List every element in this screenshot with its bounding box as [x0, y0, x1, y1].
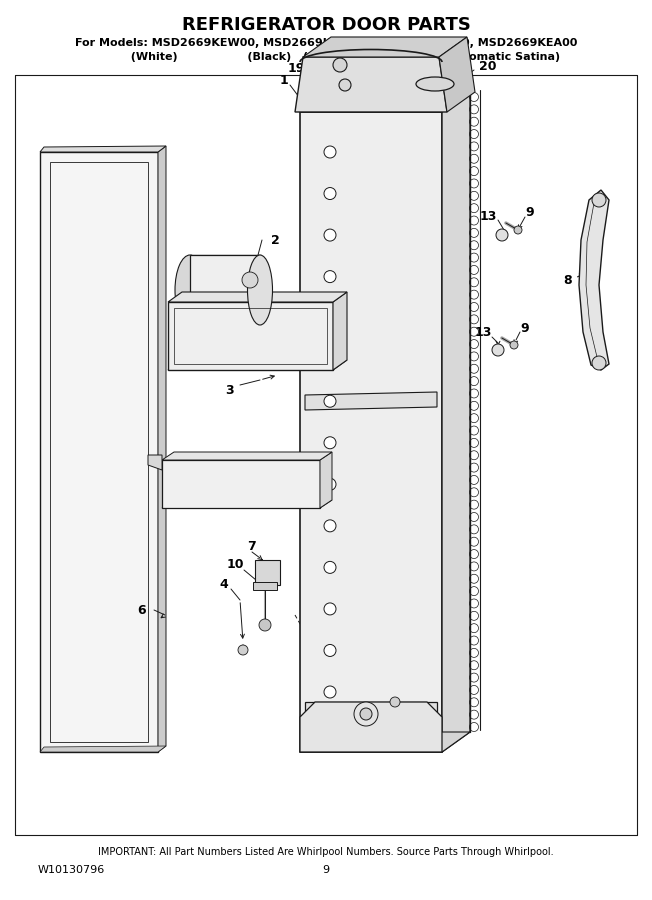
Polygon shape [300, 702, 442, 752]
Polygon shape [320, 452, 332, 508]
Text: 3: 3 [226, 383, 234, 397]
Text: 7: 7 [248, 539, 256, 553]
Polygon shape [190, 255, 260, 325]
Text: 13: 13 [474, 327, 492, 339]
Text: 19: 19 [288, 61, 304, 75]
Polygon shape [168, 292, 347, 302]
Polygon shape [300, 112, 442, 752]
Circle shape [592, 356, 606, 370]
Polygon shape [162, 460, 320, 508]
Circle shape [324, 271, 336, 283]
Polygon shape [168, 302, 333, 370]
Polygon shape [40, 146, 166, 152]
Circle shape [324, 603, 336, 615]
Circle shape [324, 644, 336, 656]
Circle shape [510, 341, 518, 349]
Text: 12: 12 [399, 679, 417, 691]
Circle shape [324, 187, 336, 200]
Circle shape [259, 619, 271, 631]
Polygon shape [253, 582, 277, 590]
Circle shape [592, 193, 606, 207]
Text: 13: 13 [479, 211, 497, 223]
Circle shape [492, 344, 504, 356]
Ellipse shape [416, 77, 454, 91]
Polygon shape [295, 57, 447, 112]
Polygon shape [333, 292, 347, 370]
Text: 9: 9 [521, 321, 529, 335]
Circle shape [324, 395, 336, 407]
Ellipse shape [248, 255, 273, 325]
Polygon shape [40, 746, 166, 752]
Polygon shape [300, 732, 470, 752]
Polygon shape [303, 37, 467, 57]
Circle shape [324, 478, 336, 491]
Circle shape [324, 562, 336, 573]
Circle shape [496, 229, 508, 241]
Text: 8: 8 [564, 274, 572, 286]
Circle shape [324, 230, 336, 241]
Text: 11: 11 [339, 683, 357, 697]
Text: 2: 2 [271, 233, 279, 247]
Text: REFRIGERATOR DOOR PARTS: REFRIGERATOR DOOR PARTS [181, 16, 471, 34]
Polygon shape [300, 92, 470, 112]
Polygon shape [162, 500, 332, 508]
Polygon shape [158, 146, 166, 752]
Text: 6: 6 [138, 604, 146, 617]
Circle shape [324, 354, 336, 365]
Text: 9: 9 [323, 865, 329, 875]
Circle shape [514, 226, 522, 234]
Polygon shape [579, 190, 609, 370]
Text: W10130796: W10130796 [38, 865, 105, 875]
Text: 9: 9 [526, 205, 534, 219]
Polygon shape [148, 455, 162, 470]
Text: IMPORTANT: All Part Numbers Listed Are Whirlpool Numbers. Source Parts Through W: IMPORTANT: All Part Numbers Listed Are W… [98, 847, 554, 857]
Text: 20: 20 [479, 60, 497, 74]
Circle shape [324, 436, 336, 449]
Polygon shape [255, 560, 280, 585]
Ellipse shape [175, 255, 205, 325]
Text: (White)                  (Black)   (Stainless Steel) (Monochromatic Satina): (White) (Black) (Stainless Steel) (Monoc… [92, 52, 560, 62]
Circle shape [333, 58, 347, 72]
Circle shape [324, 686, 336, 698]
Polygon shape [40, 152, 158, 752]
Polygon shape [439, 37, 475, 112]
Circle shape [390, 697, 400, 707]
Polygon shape [305, 392, 437, 410]
Polygon shape [168, 360, 347, 370]
Circle shape [354, 702, 378, 726]
Circle shape [324, 520, 336, 532]
Circle shape [339, 79, 351, 91]
Circle shape [238, 645, 248, 655]
Polygon shape [162, 452, 332, 460]
Text: For Models: MSD2669KEW00, MSD2669KEB00, MSD2669KEY00, MSD2669KEA00: For Models: MSD2669KEW00, MSD2669KEB00, … [75, 38, 577, 48]
Polygon shape [442, 92, 470, 752]
Circle shape [242, 272, 258, 288]
Text: 1: 1 [280, 74, 288, 86]
Circle shape [324, 146, 336, 158]
Text: 4: 4 [220, 579, 228, 591]
Polygon shape [305, 702, 437, 732]
Circle shape [360, 708, 372, 720]
Circle shape [324, 312, 336, 324]
Text: 10: 10 [226, 559, 244, 572]
